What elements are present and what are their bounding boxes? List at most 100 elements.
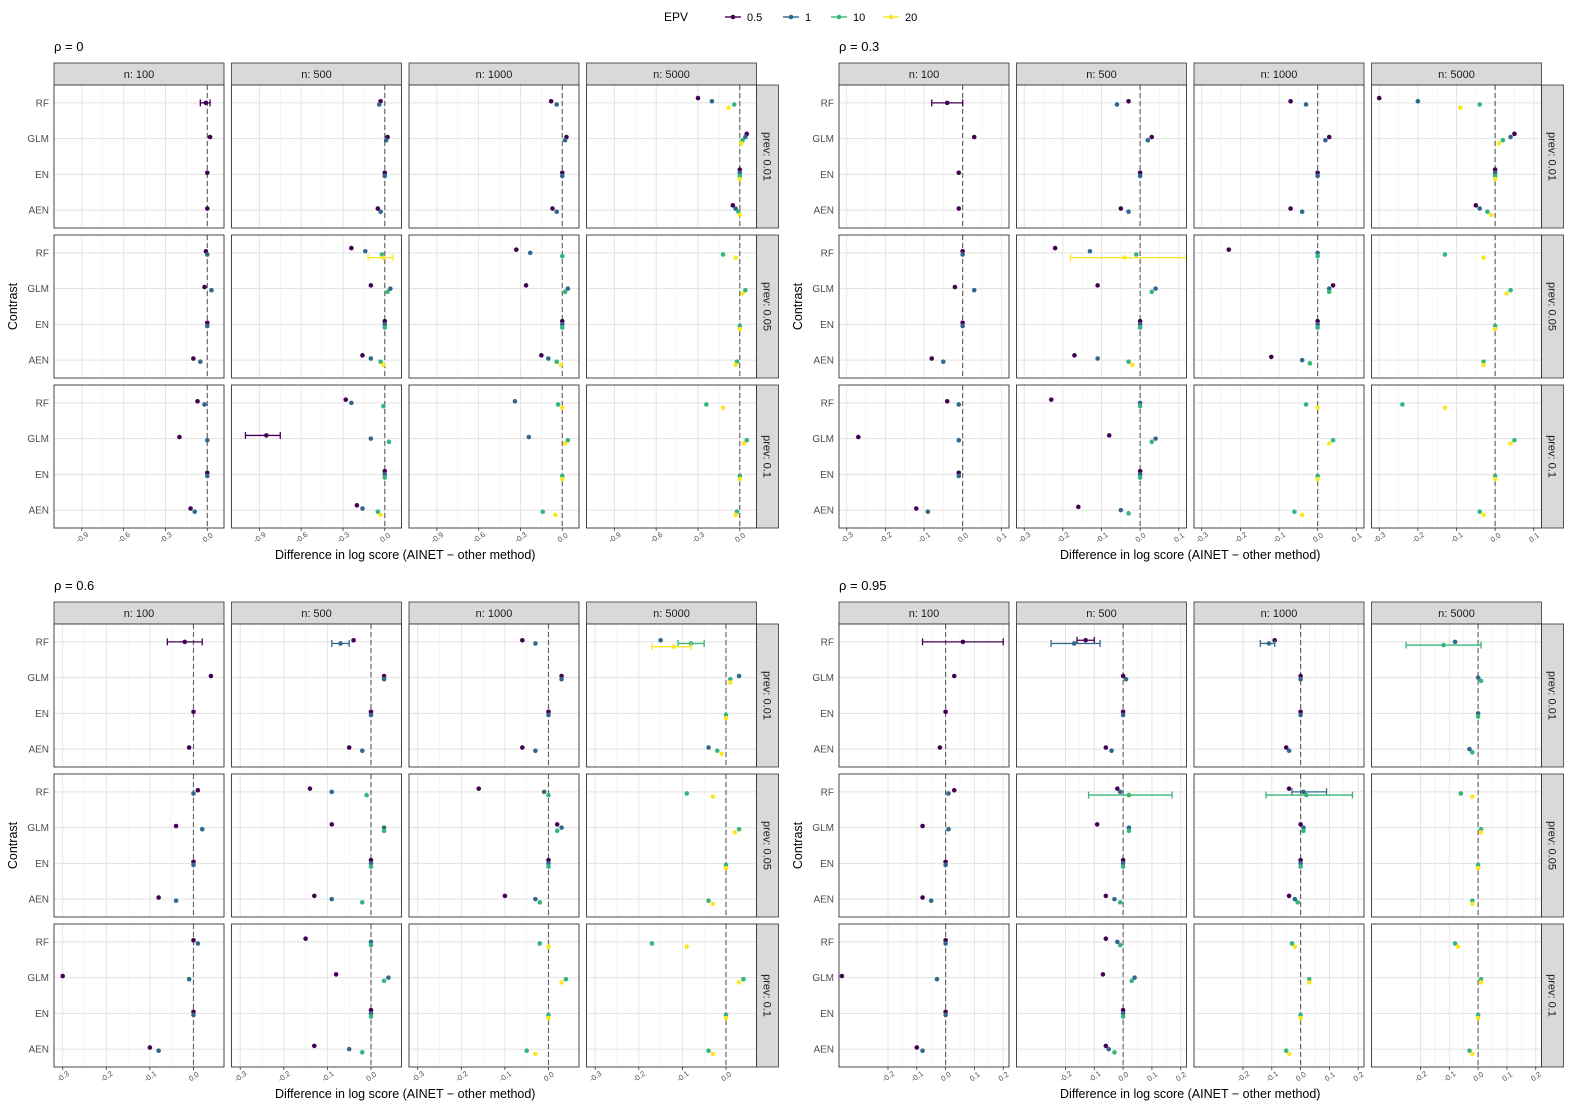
data-point-aen-epv-10 <box>537 900 543 905</box>
y-tick-label: GLM <box>27 823 49 834</box>
point-marker <box>723 865 729 871</box>
panel-border <box>231 923 402 1068</box>
point-marker <box>952 284 958 290</box>
panel-border <box>53 623 225 768</box>
panel-border <box>1016 773 1187 918</box>
point-marker <box>382 322 388 327</box>
data-point-rf-epv-20 <box>651 643 692 651</box>
data-point-en-epv-1 <box>368 712 374 718</box>
panel <box>586 234 757 379</box>
data-point-aen-epv-0-5 <box>360 353 365 358</box>
point-marker <box>1137 472 1143 477</box>
data-point-aen-epv-1 <box>1467 746 1472 752</box>
panel <box>1371 234 1542 379</box>
point-marker <box>706 1048 711 1054</box>
point-marker <box>382 318 388 324</box>
data-point-rf-epv-1 <box>1137 400 1143 406</box>
data-point-en-epv-10 <box>723 1012 729 1018</box>
data-point-glm-epv-1 <box>368 436 374 441</box>
x-tick-label: -0.2 <box>1058 1069 1074 1084</box>
panel <box>1193 234 1365 379</box>
row-strip-label: prev: 0.05 <box>1546 282 1558 331</box>
data-point-aen-epv-20 <box>1481 512 1486 518</box>
point-marker <box>1299 209 1305 215</box>
panel <box>53 923 225 1068</box>
data-point-rf-epv-10 <box>559 253 565 259</box>
column-strip: n: 500 <box>231 601 402 625</box>
data-point-aen-epv-1 <box>173 898 179 904</box>
data-point-en-epv-20 <box>1492 326 1498 332</box>
point-marker <box>1330 437 1336 443</box>
panel-bg <box>409 385 579 528</box>
panel-border <box>838 923 1010 1068</box>
data-point-aen-epv-20 <box>1286 1051 1292 1057</box>
data-point-rf-epv-0-5 <box>476 786 482 791</box>
panel-border <box>53 773 225 918</box>
data-point-en-epv-20 <box>737 176 743 182</box>
point-marker <box>1298 822 1303 827</box>
x-tick-label: -0.3 <box>1372 530 1388 545</box>
panel-border <box>1371 234 1542 379</box>
point-marker <box>649 941 655 946</box>
panel-bg <box>231 235 402 378</box>
point-marker <box>1315 405 1320 410</box>
data-point-glm-epv-20 <box>1508 441 1513 446</box>
data-point-en-epv-1 <box>559 322 565 327</box>
x-tick-label: -0.2 <box>878 530 894 545</box>
data-point-aen-epv-20 <box>737 212 743 218</box>
data-point-aen-epv-20 <box>1488 212 1494 218</box>
data-point-glm-epv-1 <box>204 437 210 443</box>
block-3: ρ = 0.6 Contrast n: 100 n: 500 n: 1000 n: 500… <box>6 578 779 1101</box>
data-point-rf-epv-10 <box>720 252 726 257</box>
data-point-en-epv-0-5 <box>943 1009 948 1015</box>
point-marker <box>1106 1046 1112 1052</box>
data-point-rf-epv-20 <box>684 944 690 949</box>
data-point-aen-epv-0-5 <box>156 895 161 900</box>
point-marker <box>565 437 571 443</box>
point-marker <box>719 751 724 757</box>
y-tick-label: RF <box>821 637 834 648</box>
panel <box>408 773 580 918</box>
point-marker <box>156 895 161 900</box>
panel <box>53 234 225 379</box>
point-marker <box>740 291 745 296</box>
data-point-glm-epv-1 <box>1153 286 1158 291</box>
point-marker <box>381 362 386 368</box>
point-marker <box>1492 176 1498 182</box>
point-marker <box>695 95 701 101</box>
point-marker <box>527 250 533 256</box>
data-point-aen-epv-0-5 <box>147 1045 153 1050</box>
data-point-rf-epv-10 <box>1265 791 1354 799</box>
data-point-rf-epv-10 <box>381 403 386 409</box>
point-marker <box>1095 356 1100 361</box>
panel <box>231 384 402 529</box>
data-point-en-epv-0-5 <box>1315 170 1320 176</box>
point-marker <box>1118 206 1124 211</box>
point-marker <box>554 359 560 365</box>
point-marker <box>943 859 948 865</box>
point-marker <box>1470 901 1475 907</box>
data-point-aen-epv-0-5 <box>914 1045 920 1050</box>
data-point-aen-epv-0-5 <box>1103 1043 1109 1049</box>
data-point-glm-epv-0-5 <box>1298 822 1303 827</box>
column-strip: n: 1000 <box>408 62 580 86</box>
x-tick-label: 0.0 <box>956 531 970 544</box>
panel-border <box>1193 773 1365 918</box>
point-marker <box>1323 137 1328 143</box>
point-marker <box>202 402 207 407</box>
data-point-rf-epv-0-5 <box>951 787 957 793</box>
data-point-glm-epv-10 <box>1478 826 1484 832</box>
data-point-rf-epv-10 <box>555 402 561 407</box>
row-strip-label: prev: 0.1 <box>761 435 773 478</box>
panel <box>1016 384 1187 529</box>
panel-border <box>838 623 1010 768</box>
point-marker <box>381 828 387 834</box>
point-marker <box>546 1012 551 1018</box>
point-marker <box>192 509 198 515</box>
point-marker <box>732 830 738 835</box>
point-marker <box>744 437 750 443</box>
point-marker <box>1103 893 1109 899</box>
panel-bg <box>54 235 224 378</box>
point-marker <box>346 745 352 750</box>
